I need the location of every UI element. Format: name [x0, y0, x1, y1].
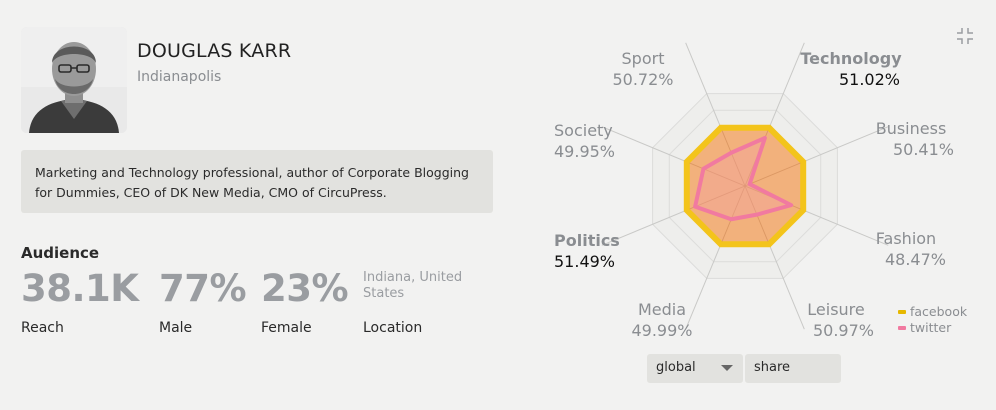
- axis-name: Technology: [800, 49, 902, 68]
- chart-legend: facebook twitter: [898, 304, 967, 336]
- radar-label-leisure: Leisure 50.97%: [798, 299, 874, 341]
- reach-label: Reach: [21, 320, 64, 336]
- radar-label-technology: Technology 51.02%: [796, 48, 906, 90]
- audience-title: Audience: [21, 244, 100, 262]
- axis-percent: 49.99%: [631, 321, 693, 340]
- axis-name: Sport: [621, 49, 665, 68]
- male-label: Male: [159, 320, 193, 336]
- scope-select[interactable]: global: [647, 354, 743, 383]
- axis-name: Business: [875, 119, 947, 138]
- profile-bio: Marketing and Technology professional, a…: [21, 150, 493, 213]
- axis-percent: 51.49%: [554, 252, 616, 271]
- axis-percent: 50.97%: [812, 321, 874, 340]
- location-label: Location: [363, 320, 423, 336]
- radar-label-society: Society 49.95%: [554, 120, 624, 162]
- legend-label: twitter: [910, 320, 952, 335]
- radar-inner-spoke: [689, 185, 746, 210]
- scope-select-value: global: [656, 360, 696, 375]
- axis-percent: 50.72%: [612, 70, 674, 89]
- legend-item-twitter[interactable]: twitter: [898, 320, 967, 336]
- profile-location: Indianapolis: [137, 69, 222, 85]
- legend-swatch-twitter: [898, 326, 906, 330]
- radar-inner-spoke: [689, 162, 746, 187]
- female-label: Female: [261, 320, 312, 336]
- radar-inner-spoke: [744, 162, 801, 187]
- radar-label-politics: Politics 51.49%: [554, 230, 624, 272]
- radar-inner-spoke: [721, 130, 746, 187]
- share-button[interactable]: share: [745, 354, 841, 383]
- radar-label-media: Media 49.99%: [624, 299, 700, 341]
- profile-name: DOUGLAS KARR: [137, 40, 292, 62]
- series-twitter-line: [693, 135, 794, 222]
- axis-name: Media: [637, 300, 687, 319]
- axis-percent: 48.47%: [884, 250, 946, 269]
- axis-percent: 51.02%: [838, 70, 900, 89]
- axis-name: Fashion: [875, 229, 937, 248]
- reach-value: 38.1K: [21, 267, 139, 310]
- axis-percent: 49.95%: [554, 142, 616, 161]
- share-button-label: share: [754, 360, 791, 375]
- radar-inner-spoke: [721, 185, 746, 242]
- avatar-portrait: [21, 27, 127, 133]
- male-value: 77%: [159, 267, 247, 310]
- legend-label: facebook: [910, 304, 968, 319]
- collapse-icon[interactable]: [956, 27, 974, 45]
- axis-name: Politics: [554, 231, 620, 250]
- location-value: Indiana, United States: [363, 270, 463, 301]
- radar-label-business: Business 50.41%: [868, 118, 954, 160]
- legend-swatch-facebook: [898, 310, 906, 314]
- chevron-down-icon: [721, 365, 733, 371]
- avatar: [21, 27, 127, 133]
- axis-percent: 50.41%: [892, 140, 954, 159]
- female-value: 23%: [261, 267, 349, 310]
- radar-label-sport: Sport 50.72%: [598, 48, 688, 90]
- radar-label-fashion: Fashion 48.47%: [866, 228, 946, 270]
- legend-item-facebook[interactable]: facebook: [898, 304, 967, 320]
- interest-radar-chart: [601, 42, 889, 330]
- axis-name: Leisure: [807, 300, 865, 319]
- axis-name: Society: [554, 121, 613, 140]
